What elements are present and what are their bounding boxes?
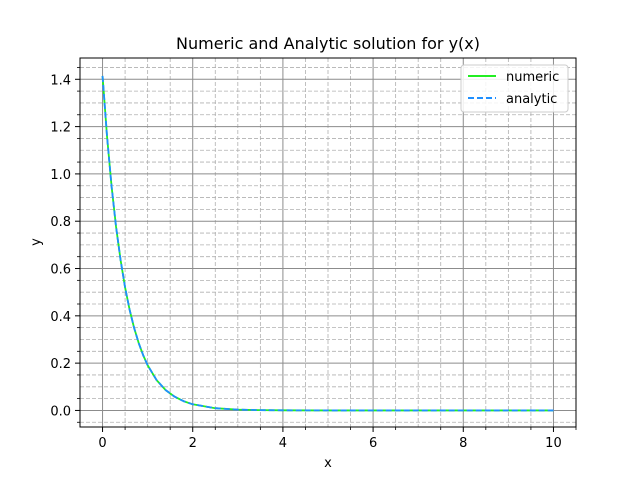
chart-title: Numeric and Analytic solution for y(x): [176, 34, 480, 53]
y-axis-label: y: [29, 238, 44, 246]
legend: numeric analytic: [460, 64, 569, 113]
y-tick-label: 0.2: [50, 357, 71, 372]
y-tick-label: 1.4: [50, 73, 71, 88]
x-tick-label: 4: [279, 436, 287, 451]
x-tick-label: 10: [545, 436, 562, 451]
y-tick-label: 1.2: [50, 121, 71, 136]
x-tick-label: 2: [189, 436, 197, 451]
y-tick-label: 0.6: [50, 263, 71, 278]
plot-frame: [79, 57, 577, 428]
y-tick-label: 1.0: [50, 168, 71, 183]
y-tick-label: 0.0: [50, 404, 71, 419]
x-tick-label: 6: [369, 436, 377, 451]
x-axis-ticks: 0 2 4 6 8 10: [98, 427, 577, 451]
y-tick-label: 0.8: [50, 215, 71, 230]
legend-label-analytic: analytic: [506, 92, 557, 107]
x-tick-label: 0: [98, 436, 106, 451]
y-axis-ticks: 0.0 0.2 0.4 0.6 0.8 1.0 1.2 1.4: [50, 67, 80, 423]
series-line-analytic: [101, 75, 554, 412]
x-tick-label: 8: [459, 436, 467, 451]
legend-label-numeric: numeric: [506, 70, 559, 85]
y-tick-label: 0.4: [50, 310, 71, 325]
series-layer: [101, 75, 554, 412]
x-axis-label: x: [324, 456, 332, 471]
